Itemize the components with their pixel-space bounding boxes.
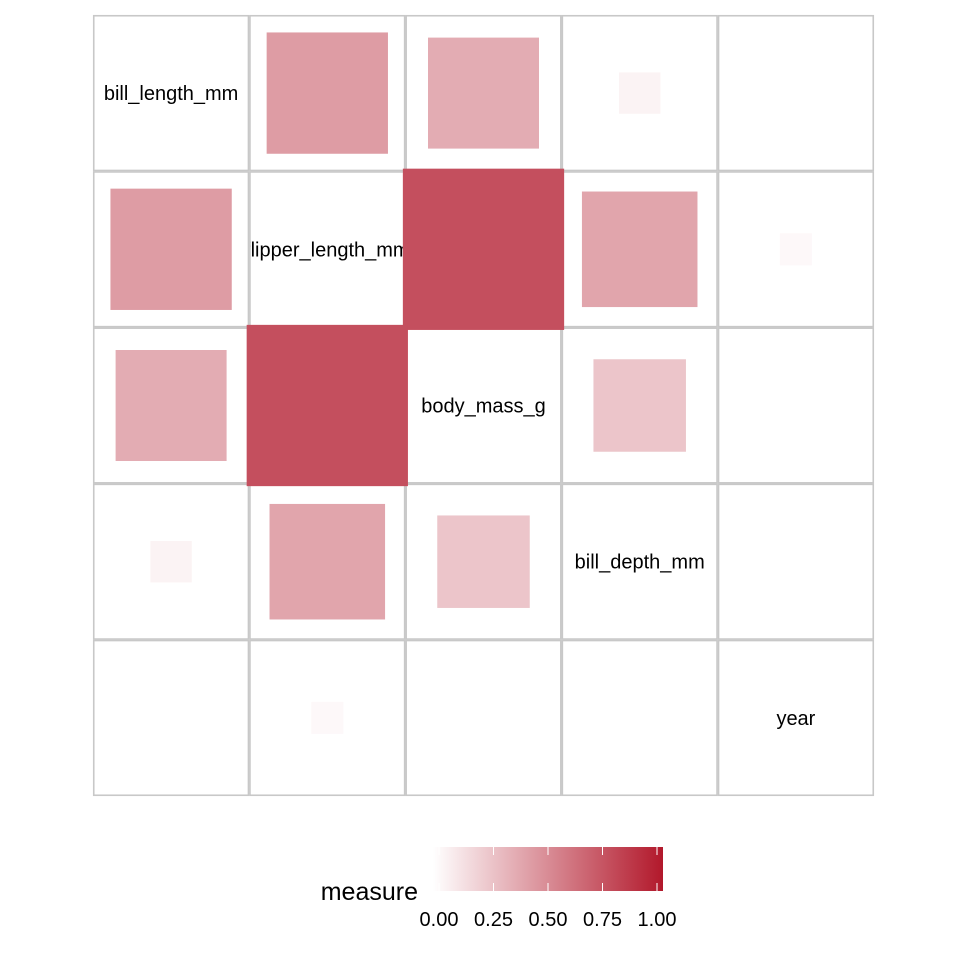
diagonal-label-bill-depth-mm: bill_depth_mm <box>575 552 705 574</box>
diagonal-label-body-mass-g: body_mass_g <box>421 396 546 418</box>
matrix-cell-frame <box>717 327 875 484</box>
diagonal-label-flipper-length-mm: flipper_length_mm <box>245 239 410 261</box>
color-legend: measure 0.00 0.25 0.50 0.75 1.00 <box>321 847 677 931</box>
correlation-square <box>581 191 698 308</box>
correlation-square <box>115 350 227 461</box>
correlation-square <box>269 503 386 620</box>
diagonal-label-year: year <box>776 708 815 730</box>
correlation-square <box>150 541 192 583</box>
matrix-cell-frame <box>405 327 562 484</box>
correlation-square <box>593 359 686 452</box>
correlation-square <box>779 233 812 266</box>
legend-tick-label: 0.50 <box>529 909 568 931</box>
correlation-square <box>110 188 232 310</box>
correlation-square <box>311 701 344 734</box>
correlation-square <box>266 32 388 154</box>
matrix-cell-frame <box>249 639 406 797</box>
matrix-marks: bill_length_mm flipper_length_mm body_mass… <box>104 32 816 734</box>
correlation-square <box>428 37 539 149</box>
matrix-cell-frame <box>717 639 875 797</box>
legend-tick-label: 0.00 <box>420 909 459 931</box>
legend-tick-label: 1.00 <box>638 909 677 931</box>
legend-title: measure <box>321 878 418 906</box>
matrix-cell-frame <box>92 14 250 172</box>
matrix-cell-frame <box>561 483 718 640</box>
legend-tick-label: 0.75 <box>583 909 622 931</box>
diagonal-label-bill-length-mm: bill_length_mm <box>104 83 239 105</box>
matrix-cell-frame <box>405 639 562 797</box>
matrix-cell-frame <box>717 14 875 172</box>
correlation-square <box>437 515 530 608</box>
correlation-square <box>402 168 565 330</box>
legend-ticks: 0.00 0.25 0.50 0.75 1.00 <box>420 847 677 931</box>
matrix-cell-frame <box>561 639 718 797</box>
matrix-cell-frame <box>92 639 250 797</box>
correlation-square <box>619 72 661 114</box>
correlation-square <box>246 324 408 487</box>
legend-tick-label: 0.25 <box>474 909 513 931</box>
matrix-cell-frame <box>717 483 875 640</box>
matrix-cell-frame <box>561 327 718 484</box>
